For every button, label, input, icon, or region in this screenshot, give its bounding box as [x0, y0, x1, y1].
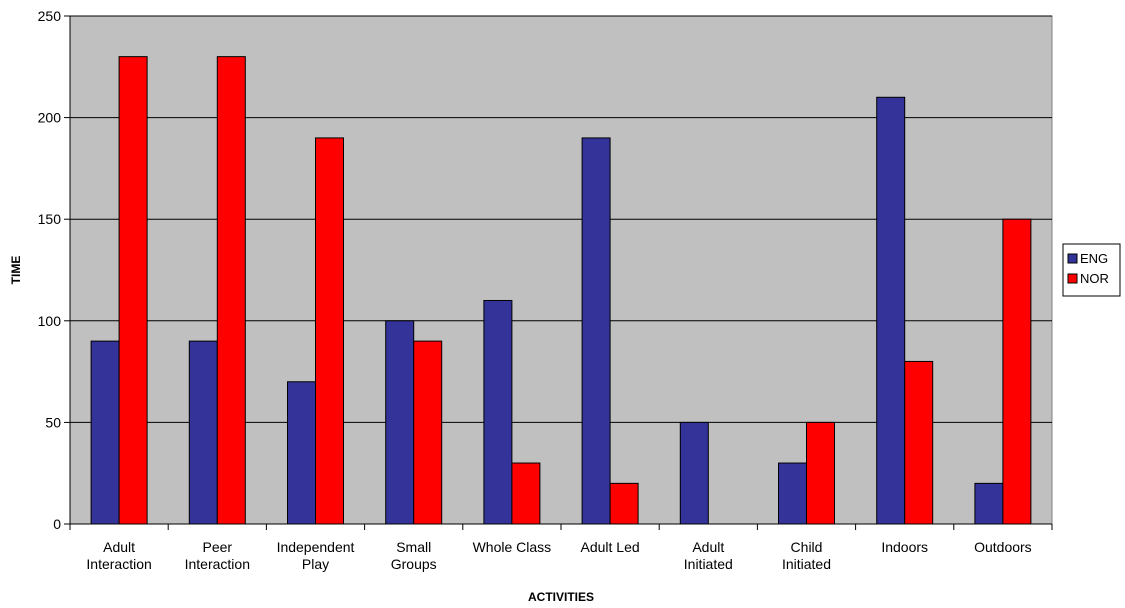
x-tick-label: Adult Interaction — [86, 539, 151, 572]
legend-label: ENG — [1080, 251, 1108, 266]
y-tick-label: 100 — [38, 313, 62, 329]
x-tick-label-line: Initiated — [782, 556, 831, 572]
legend-box — [1062, 243, 1121, 297]
bar-eng — [876, 96, 906, 525]
x-tick-label-line: Whole Class — [473, 539, 552, 555]
axes — [64, 15, 1053, 530]
y-tick-label: 50 — [45, 414, 61, 430]
bar-nor — [511, 462, 541, 525]
bar-eng — [679, 421, 709, 525]
legend-label: NOR — [1080, 271, 1109, 286]
bar-eng — [90, 340, 120, 525]
x-tick-label-line: Outdoors — [974, 539, 1032, 555]
y-tick-label: 0 — [53, 516, 61, 532]
x-tick-label: Indoors — [881, 539, 928, 555]
y-axis-title: TIME — [9, 256, 23, 285]
legend-swatch — [1067, 273, 1078, 284]
x-tick-label: Child Initiated — [782, 539, 831, 572]
x-tick-label-line: Independent — [277, 539, 355, 555]
y-tick-label: 250 — [38, 8, 62, 24]
y-tick-labels: 0 50 100 150 200 250 — [38, 8, 62, 532]
x-tick-label-line: Small — [396, 539, 431, 555]
y-tick-label: 150 — [38, 211, 62, 227]
bar-nor — [315, 137, 344, 525]
x-tick-label-line: Initiated — [684, 556, 733, 572]
bar-eng — [581, 137, 611, 525]
legend: ENG NOR — [1062, 243, 1121, 297]
x-tick-label-line: Peer — [203, 539, 233, 555]
x-tick-label: Small Groups — [391, 539, 437, 572]
bar-nor — [806, 421, 835, 525]
bar-nor — [118, 56, 148, 525]
bar-nor — [609, 482, 639, 525]
x-tick-label-line: Adult — [692, 539, 724, 555]
x-tick-label: Independent Play — [277, 539, 355, 572]
x-tick-label: Adult Initiated — [684, 539, 733, 572]
bar-eng — [188, 340, 218, 525]
x-tick-label-line: Interaction — [86, 556, 151, 572]
bar-nor — [216, 56, 246, 525]
x-tick-label: Whole Class — [473, 539, 552, 555]
x-tick-label-line: Play — [302, 556, 329, 572]
x-tick-label-line: Groups — [391, 556, 437, 572]
bar-nor — [413, 340, 443, 525]
legend-swatch — [1067, 253, 1078, 264]
bar-eng — [483, 299, 513, 525]
x-tick-label-line: Indoors — [881, 539, 928, 555]
x-tick-label-line: Child — [791, 539, 823, 555]
bars — [90, 56, 1032, 525]
x-tick-label-line: Adult — [103, 539, 135, 555]
x-tick-label-line: Interaction — [185, 556, 250, 572]
x-tick-label-line: Adult Led — [581, 539, 640, 555]
x-tick-label: Peer Interaction — [185, 539, 250, 572]
bar-eng — [778, 462, 807, 525]
bar-nor — [904, 360, 934, 525]
bar-eng — [974, 482, 1004, 525]
x-tick-label: Outdoors — [974, 539, 1032, 555]
bar-nor — [1002, 218, 1032, 525]
bar-eng — [385, 320, 415, 525]
x-tick-label: Adult Led — [581, 539, 640, 555]
bar-eng — [287, 381, 316, 525]
x-axis-title: ACTIVITIES — [528, 590, 594, 604]
y-tick-label: 200 — [38, 110, 62, 126]
